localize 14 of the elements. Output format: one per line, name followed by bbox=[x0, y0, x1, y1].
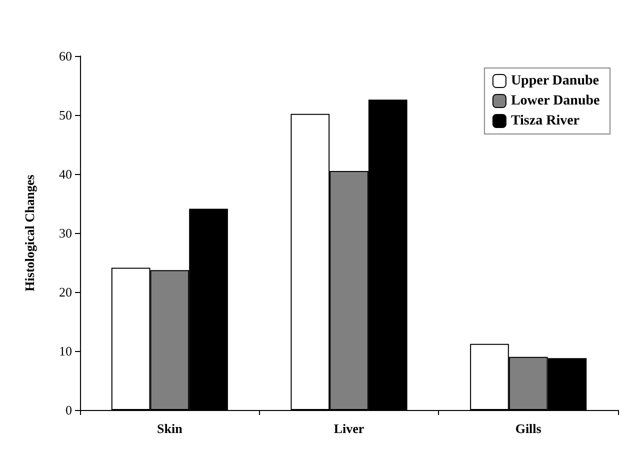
y-tick-label: 0 bbox=[66, 402, 72, 418]
legend-label: Upper Danube bbox=[510, 74, 599, 88]
x-tick-label: Liver bbox=[334, 421, 364, 436]
y-tick-label: 50 bbox=[59, 108, 72, 122]
y-tick-label: 20 bbox=[59, 284, 72, 300]
y-tick-label: 30 bbox=[59, 226, 72, 240]
y-tick-label: 10 bbox=[59, 344, 72, 358]
x-tick-label: Gills bbox=[515, 421, 542, 436]
y-axis-title: Histological Changes bbox=[22, 174, 37, 292]
legend-label: Tisza River bbox=[510, 114, 580, 128]
legend-label: Lower Danube bbox=[510, 94, 600, 108]
y-tick-label: 60 bbox=[59, 48, 72, 64]
x-tick-label: Skin bbox=[157, 421, 184, 436]
y-tick-label: 40 bbox=[59, 166, 72, 182]
